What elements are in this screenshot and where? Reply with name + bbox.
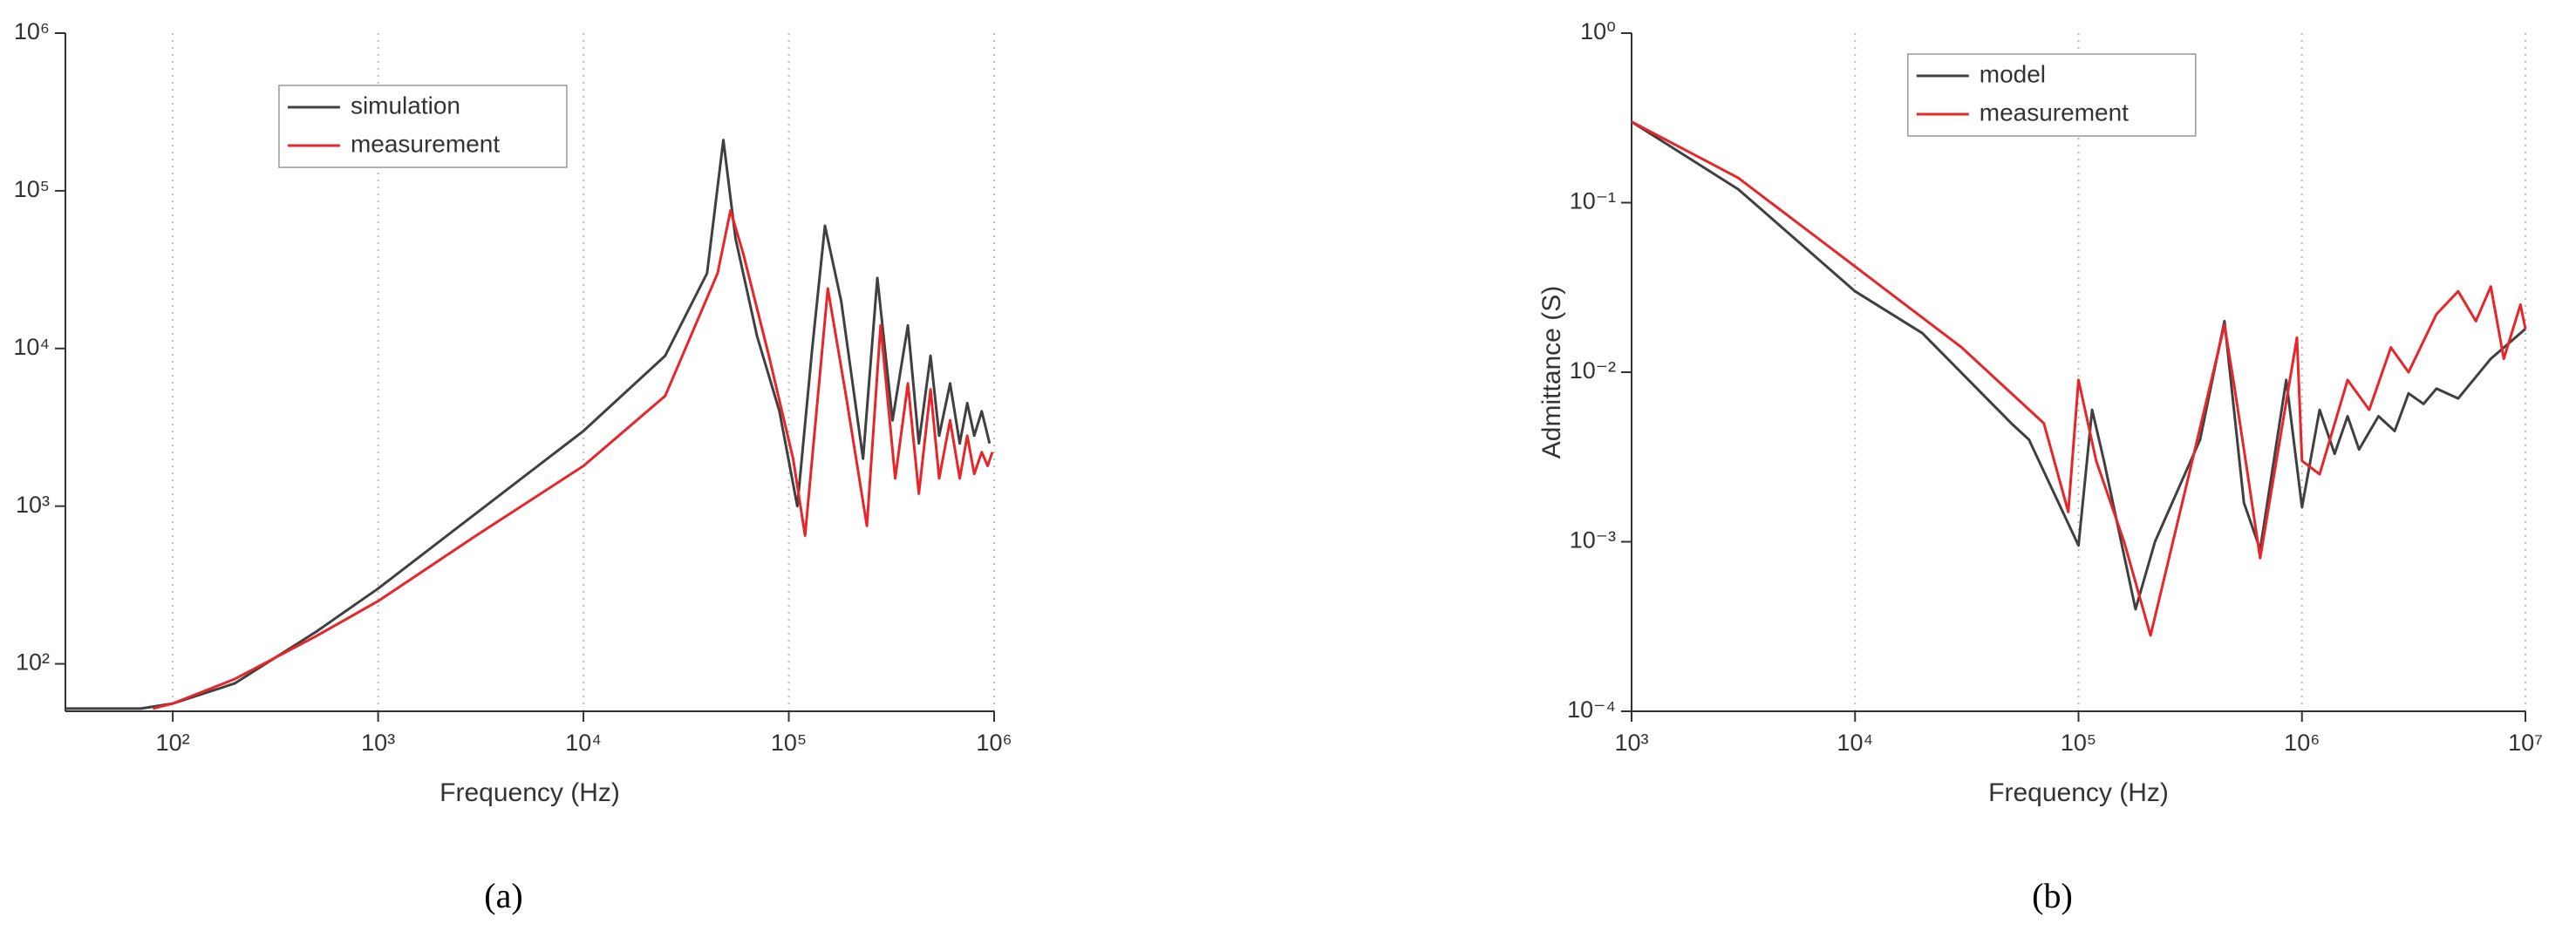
legend-box <box>1907 53 2197 137</box>
series-line <box>65 139 992 710</box>
legend-label: simulation <box>351 92 460 119</box>
x-tick-label: 10⁴ <box>565 730 602 756</box>
y-tick-label: 10⁵ <box>14 176 50 202</box>
y-tick-label: 10⁰ <box>1580 18 1616 44</box>
legend-label: model <box>1980 60 2046 87</box>
caption: (a) <box>484 876 522 915</box>
x-axis-label: Frequency (Hz) <box>1988 778 2169 807</box>
legend-box <box>278 85 568 168</box>
y-tick-label: 10⁻¹ <box>1570 188 1616 214</box>
y-tick-label: 10⁻⁴ <box>1567 696 1616 723</box>
series-line <box>152 209 994 710</box>
x-tick-label: 10⁵ <box>771 730 807 756</box>
x-tick-label: 10³ <box>361 730 395 756</box>
y-tick-label: 10⁶ <box>14 18 50 44</box>
x-tick-label: 10⁷ <box>2508 730 2543 756</box>
y-tick-label: 10⁴ <box>13 334 50 360</box>
y-axis-label: Admittance (S) <box>1537 286 1566 459</box>
y-tick-label: 10² <box>16 649 50 676</box>
x-tick-label: 10⁶ <box>976 730 1012 756</box>
x-tick-label: 10⁵ <box>2061 730 2096 756</box>
y-tick-label: 10⁻² <box>1570 357 1616 384</box>
legend-label: measurement <box>351 130 500 157</box>
legend-label: measurement <box>1980 98 2129 126</box>
y-tick-label: 10³ <box>16 492 50 518</box>
x-tick-label: 10³ <box>1614 730 1648 756</box>
caption: (b) <box>2032 876 2073 915</box>
x-tick-label: 10² <box>156 730 190 756</box>
x-tick-label: 10⁶ <box>2284 730 2320 756</box>
series-line <box>1631 120 2527 637</box>
x-tick-label: 10⁴ <box>1837 730 1873 756</box>
x-axis-label: Frequency (Hz) <box>440 778 620 807</box>
y-tick-label: 10⁻³ <box>1570 527 1616 554</box>
